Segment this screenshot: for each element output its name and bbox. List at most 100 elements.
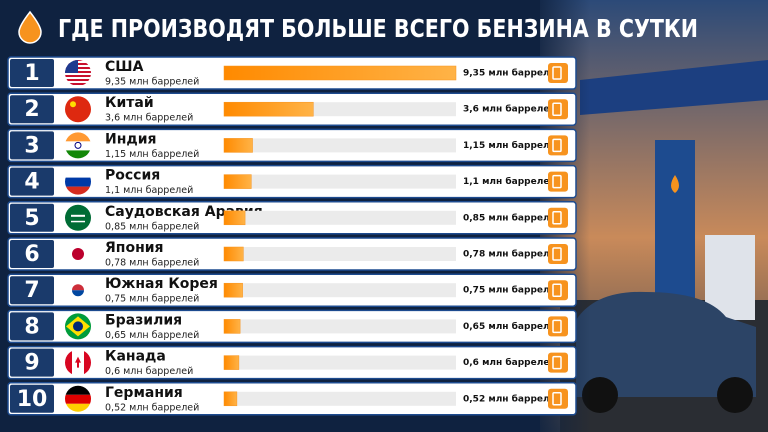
rank-box bbox=[10, 384, 54, 413]
bar bbox=[223, 174, 252, 189]
flag bbox=[65, 204, 91, 231]
fuel-icon-glyph bbox=[552, 174, 562, 189]
flag bbox=[65, 83, 91, 85]
flag bbox=[65, 394, 91, 404]
country-name: Южная Корея bbox=[105, 276, 218, 292]
fuel-icon bbox=[548, 352, 568, 373]
value-label: 1,15 млн баррелей bbox=[463, 140, 562, 151]
value-subtitle: 0,52 млн баррелей bbox=[105, 402, 199, 413]
value-label: 3,6 млн баррелей bbox=[463, 104, 556, 115]
bar-track bbox=[224, 247, 456, 261]
flag bbox=[65, 177, 91, 187]
country-name: Бразилия bbox=[105, 312, 182, 328]
car-wheel bbox=[717, 377, 753, 413]
fuel-icon bbox=[548, 207, 568, 228]
flag bbox=[71, 214, 85, 217]
fuel-icon bbox=[548, 99, 568, 120]
rank: 2 bbox=[24, 97, 39, 122]
flag bbox=[73, 321, 83, 332]
flag bbox=[65, 313, 91, 340]
bar bbox=[223, 355, 240, 370]
country-name: Китай bbox=[105, 95, 154, 111]
country-name: Индия bbox=[105, 131, 157, 147]
flag bbox=[74, 141, 82, 149]
fuel-icon bbox=[548, 388, 568, 409]
flag bbox=[65, 241, 91, 267]
fuel-icon-glyph bbox=[552, 247, 562, 261]
flag bbox=[71, 220, 85, 223]
fuel-icon bbox=[548, 244, 568, 264]
rank-box bbox=[10, 131, 54, 160]
station-pillar bbox=[655, 140, 695, 300]
value-subtitle: 3,6 млн баррелей bbox=[105, 113, 193, 124]
bar-track bbox=[224, 138, 456, 153]
flag bbox=[65, 79, 91, 81]
value-label: 1,1 млн баррелей bbox=[463, 176, 556, 187]
station-logo bbox=[671, 175, 679, 193]
value-label: 0,85 млн баррелей bbox=[463, 212, 562, 223]
value-subtitle: 0,85 млн баррелей bbox=[105, 221, 199, 232]
rank: 10 bbox=[17, 387, 48, 412]
country-name: Россия bbox=[105, 168, 160, 184]
country-name: Япония bbox=[105, 240, 164, 256]
flag bbox=[65, 403, 91, 412]
bar bbox=[223, 138, 253, 153]
bar-track bbox=[224, 355, 456, 370]
value-label: 0,6 млн баррелей bbox=[463, 357, 556, 368]
flag bbox=[65, 168, 91, 178]
flag bbox=[65, 75, 91, 77]
title-icon bbox=[18, 10, 42, 44]
bar bbox=[223, 391, 238, 407]
flag bbox=[65, 132, 91, 142]
country-name: США bbox=[105, 59, 144, 75]
bar bbox=[223, 282, 243, 298]
rank: 8 bbox=[24, 314, 39, 339]
fuel-icon-glyph bbox=[552, 392, 562, 406]
flag bbox=[72, 284, 84, 291]
rank-box bbox=[10, 203, 54, 232]
car-wheel bbox=[582, 377, 618, 413]
rank: 1 bbox=[24, 61, 39, 86]
fuel-icon-glyph bbox=[552, 138, 562, 153]
value-subtitle: 9,35 млн баррелей bbox=[105, 77, 199, 88]
rank-box bbox=[10, 348, 54, 377]
bar bbox=[223, 65, 457, 81]
rank: 4 bbox=[24, 170, 39, 195]
bar bbox=[223, 246, 244, 262]
value-subtitle: 0,75 млн баррелей bbox=[105, 294, 199, 305]
rank-box bbox=[10, 95, 54, 124]
value-subtitle: 0,65 млн баррелей bbox=[105, 330, 199, 341]
value-subtitle: 0,78 млн баррелей bbox=[105, 258, 199, 269]
flag bbox=[65, 186, 91, 195]
flag bbox=[65, 96, 91, 123]
rank-box bbox=[10, 240, 54, 268]
bar-track bbox=[224, 283, 456, 298]
flag bbox=[84, 349, 91, 376]
value-subtitle: 0,6 млн баррелей bbox=[105, 366, 193, 377]
flag bbox=[65, 385, 91, 412]
rank: 7 bbox=[24, 278, 39, 303]
country-name: Германия bbox=[105, 385, 183, 401]
rank-box bbox=[10, 59, 54, 87]
country-name: Канада bbox=[105, 349, 166, 365]
flag bbox=[65, 204, 91, 231]
rank: 6 bbox=[24, 242, 39, 267]
fuel-icon bbox=[548, 171, 568, 192]
flag bbox=[65, 150, 91, 159]
bar-track bbox=[224, 391, 456, 406]
rank: 5 bbox=[24, 206, 39, 231]
flag bbox=[65, 349, 91, 376]
fuel-icon bbox=[548, 280, 568, 301]
fuel-icon-glyph bbox=[552, 355, 562, 370]
bar bbox=[223, 319, 241, 334]
country-name: Саудовская Аравия bbox=[105, 204, 263, 220]
flag bbox=[65, 132, 91, 159]
flag bbox=[75, 356, 81, 368]
fuel-icon-glyph bbox=[552, 66, 562, 80]
flag bbox=[65, 168, 91, 195]
value-subtitle: 1,1 млн баррелей bbox=[105, 185, 193, 196]
flag bbox=[72, 248, 84, 260]
fuel-icon-glyph bbox=[552, 283, 562, 297]
value-label: 0,52 млн баррелей bbox=[463, 393, 562, 404]
